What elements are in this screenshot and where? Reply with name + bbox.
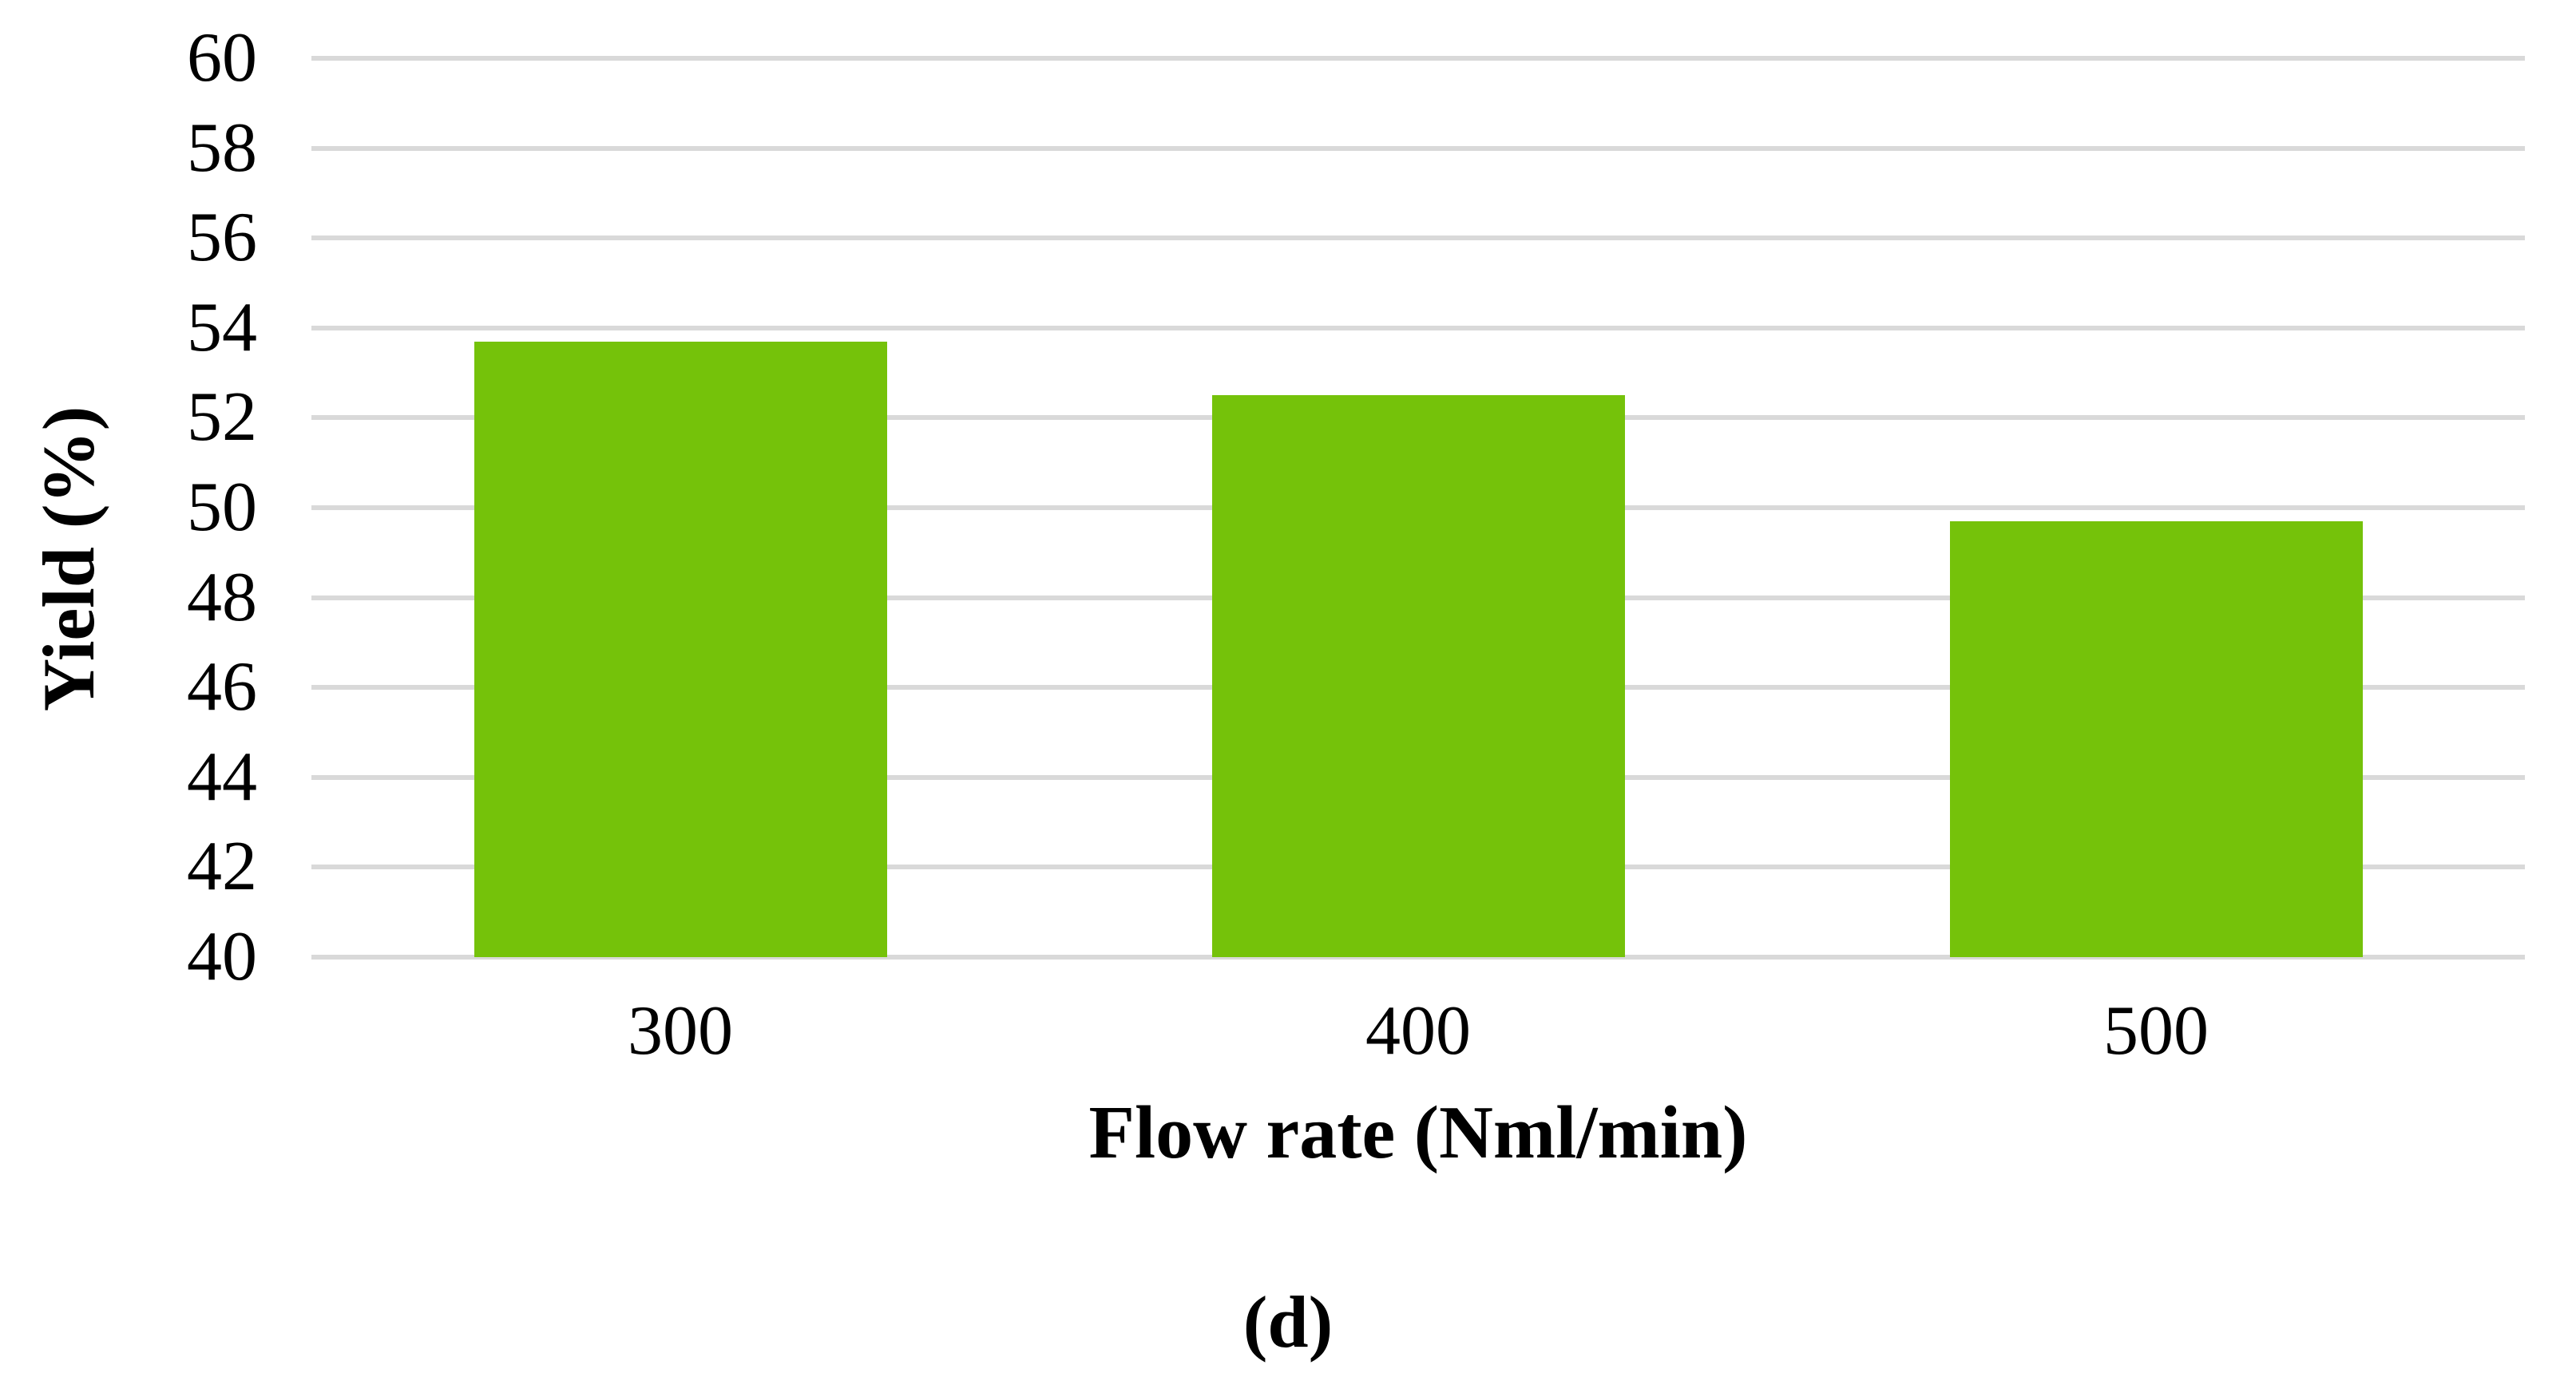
y-axis-title: Yield (%) [28,406,109,712]
y-tick-label-58: 58 [187,109,257,187]
gridline-y-60 [311,56,2525,61]
y-tick-label-50: 50 [187,469,257,546]
bar-400 [1211,395,1625,957]
x-tick-label-500: 500 [2103,992,2209,1070]
y-tick-label-60: 60 [187,19,257,97]
x-axis-title: Flow rate (Nml/min) [1088,1091,1748,1174]
gridline-y-56 [311,235,2525,241]
gridline-y-54 [311,325,2525,330]
bar-300 [474,341,887,957]
x-tick-label-300: 300 [628,992,733,1070]
figure-caption: (d) [1242,1281,1334,1363]
y-tick-label-52: 52 [187,378,257,457]
gridline-y-40 [311,955,2525,960]
y-tick-label-48: 48 [187,558,257,636]
bar-500 [1949,520,2363,957]
y-tick-label-46: 46 [187,648,257,726]
y-tick-label-44: 44 [187,738,257,816]
y-tick-label-42: 42 [187,828,257,906]
x-tick-label-400: 400 [1365,992,1471,1070]
y-tick-label-56: 56 [187,199,257,277]
plot-area [311,56,2525,960]
y-tick-label-40: 40 [187,918,257,995]
y-tick-label-54: 54 [187,288,257,366]
gridline-y-58 [311,145,2525,151]
